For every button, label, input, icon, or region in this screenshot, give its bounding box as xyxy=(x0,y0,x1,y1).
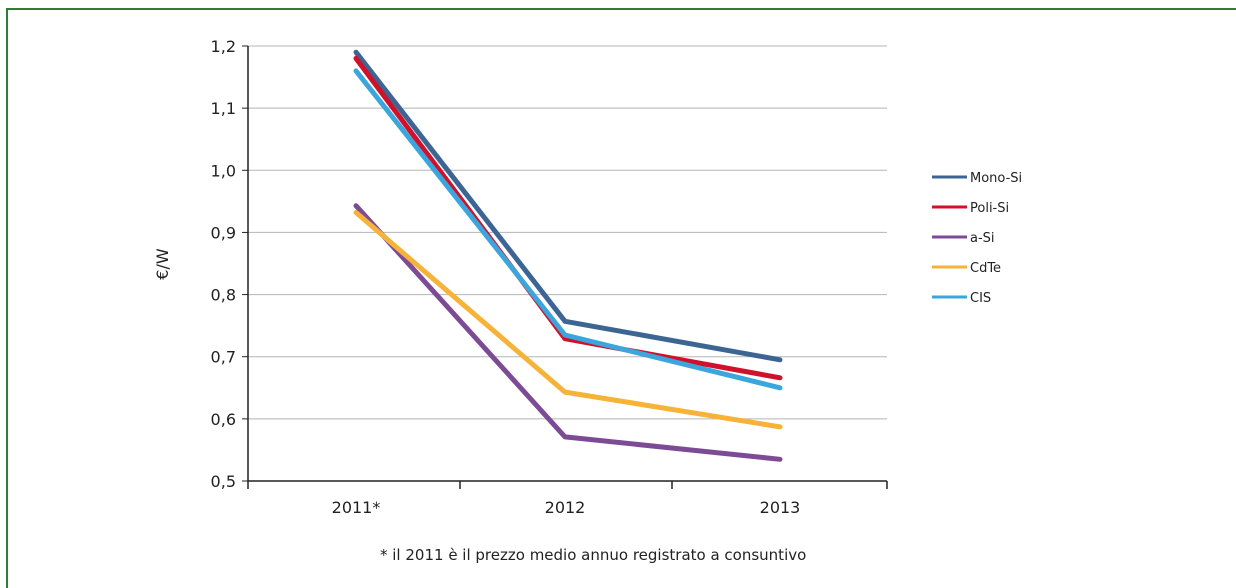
grid-lines xyxy=(248,45,887,420)
y-tick-labels: 0,5 0,6 0,7 0,8 0,9 1,0 1,1 1,2 xyxy=(211,37,236,491)
legend-label-mono-si: Mono-Si xyxy=(970,171,1022,186)
footnote: * il 2011 è il prezzo medio annuo regist… xyxy=(380,546,807,564)
legend-label-cdte: CdTe xyxy=(970,261,1001,276)
series-line-cis xyxy=(353,68,783,391)
legend-label-cis: CIS xyxy=(970,291,991,306)
y-tick-label: 0,8 xyxy=(211,286,236,305)
line-chart: 0,5 0,6 0,7 0,8 0,9 1,0 1,1 1,2 2011* 2012 2013 M… xyxy=(153,37,1022,517)
series-lines xyxy=(353,49,783,462)
y-tick-label: 1,2 xyxy=(211,37,236,56)
y-tick-label: 0,7 xyxy=(211,348,236,367)
series-line-a-si xyxy=(353,203,783,462)
series-line-mono-si xyxy=(353,49,783,363)
y-tick-label: 0,6 xyxy=(211,410,236,429)
series-line-poli-si xyxy=(353,55,783,381)
y-tick-label: 0,5 xyxy=(211,472,236,491)
legend-label-a-si: a-Si xyxy=(970,231,995,246)
x-tick-labels: 2011* 2012 2013 xyxy=(332,498,801,517)
y-tick-label: 0,9 xyxy=(211,223,236,242)
y-tick-label: 1,0 xyxy=(211,161,236,180)
x-tick-label: 2011* xyxy=(332,498,381,517)
y-axis-label: €/W xyxy=(153,248,172,280)
x-tick-label: 2012 xyxy=(545,498,586,517)
series-line-cdte xyxy=(353,210,783,430)
x-tick-label: 2013 xyxy=(760,498,801,517)
chart-frame xyxy=(6,8,1236,588)
axes xyxy=(242,45,888,489)
y-tick-label: 1,1 xyxy=(211,99,236,118)
legend: Mono-Si Poli-Si a-Si CdTe CIS xyxy=(932,171,1022,306)
legend-label-poli-si: Poli-Si xyxy=(970,201,1009,216)
